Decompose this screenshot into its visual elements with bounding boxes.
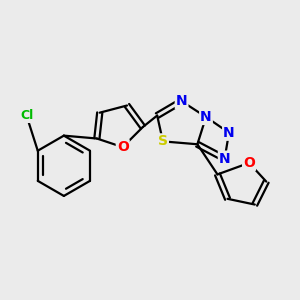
Text: Cl: Cl [20,109,33,122]
Text: N: N [176,94,188,108]
Text: S: S [158,134,168,148]
Text: N: N [200,110,212,124]
Text: O: O [117,140,129,154]
Text: O: O [243,156,255,170]
Text: N: N [223,126,235,140]
Text: N: N [219,152,230,166]
